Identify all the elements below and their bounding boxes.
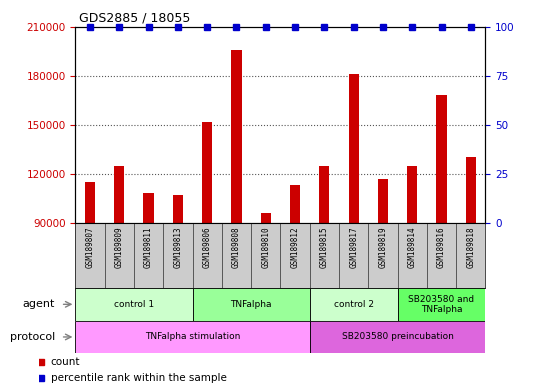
Text: GDS2885 / 18055: GDS2885 / 18055	[79, 11, 191, 24]
Bar	[349, 74, 359, 223]
Bar	[407, 166, 417, 223]
Bar	[75, 288, 193, 321]
Text: SB203580 and
TNFalpha: SB203580 and TNFalpha	[408, 295, 475, 314]
Text: protocol: protocol	[9, 332, 55, 342]
Text: GSM189806: GSM189806	[203, 226, 211, 268]
Text: GSM189811: GSM189811	[144, 226, 153, 268]
Text: count: count	[51, 358, 80, 367]
Text: TNFalpha stimulation: TNFalpha stimulation	[145, 333, 240, 341]
Text: SB203580 preincubation: SB203580 preincubation	[341, 333, 454, 341]
Text: GSM189810: GSM189810	[261, 226, 270, 268]
Bar	[261, 213, 271, 223]
Text: TNFalpha: TNFalpha	[230, 300, 272, 309]
Bar	[378, 179, 388, 223]
Text: GSM189807: GSM189807	[85, 226, 94, 268]
Bar	[202, 121, 212, 223]
Text: GSM189818: GSM189818	[466, 226, 475, 268]
Bar	[310, 288, 397, 321]
Text: GSM189813: GSM189813	[174, 226, 182, 268]
Bar	[466, 157, 476, 223]
Text: control 1: control 1	[114, 300, 154, 309]
Bar	[114, 166, 124, 223]
Text: GSM189808: GSM189808	[232, 226, 241, 268]
Bar	[173, 195, 183, 223]
Text: GSM189812: GSM189812	[291, 226, 300, 268]
Text: GSM189814: GSM189814	[408, 226, 417, 268]
Bar	[75, 321, 310, 353]
Text: agent: agent	[22, 299, 55, 310]
Bar	[310, 321, 485, 353]
Bar	[319, 166, 329, 223]
Text: GSM189816: GSM189816	[437, 226, 446, 268]
Text: GSM189815: GSM189815	[320, 226, 329, 268]
Text: GSM189819: GSM189819	[378, 226, 387, 268]
Bar	[436, 95, 446, 223]
Text: percentile rank within the sample: percentile rank within the sample	[51, 373, 227, 383]
Text: control 2: control 2	[334, 300, 374, 309]
Text: GSM189809: GSM189809	[115, 226, 124, 268]
Bar	[143, 193, 153, 223]
Text: GSM189817: GSM189817	[349, 226, 358, 268]
Bar	[85, 182, 95, 223]
Bar	[290, 185, 300, 223]
Bar	[397, 288, 485, 321]
Bar	[232, 50, 242, 223]
Bar	[193, 288, 310, 321]
